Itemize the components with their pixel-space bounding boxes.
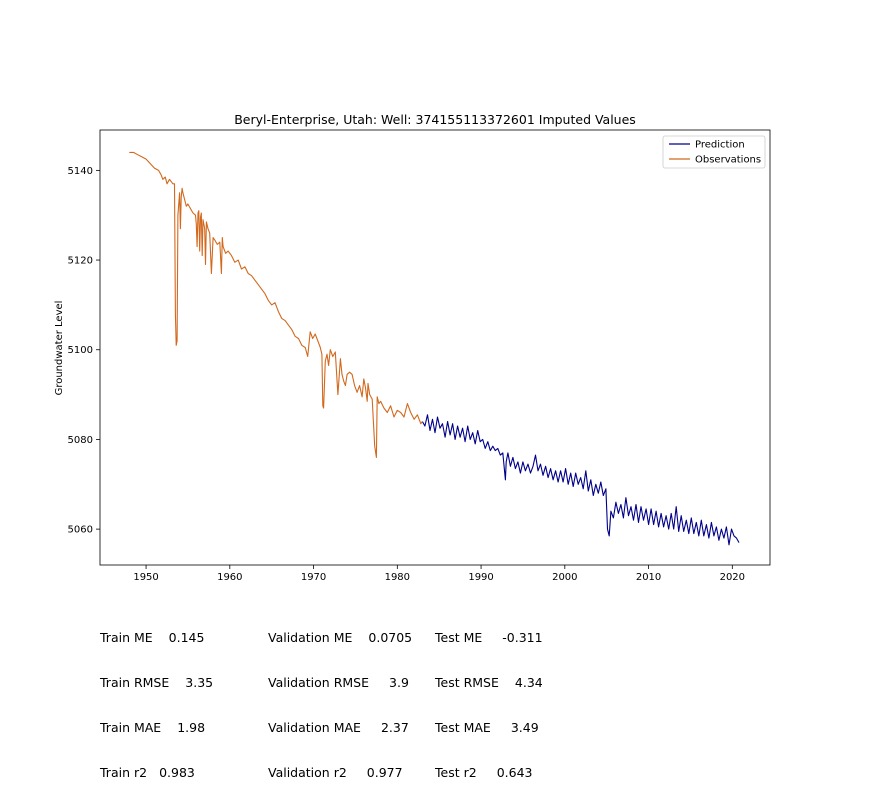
- test-r2-row: Test r2 0.643: [435, 765, 543, 780]
- validation-r2-label: Validation r2: [268, 765, 347, 780]
- validation-me-row: Validation ME 0.0705: [268, 630, 412, 645]
- validation-mae-label: Validation MAE: [268, 720, 361, 735]
- train-me-value: 0.145: [168, 630, 205, 645]
- test-mae-value: 3.49: [510, 720, 539, 735]
- y-tick-label: 5100: [68, 345, 93, 356]
- validation-me-label: Validation ME: [268, 630, 353, 645]
- x-tick-label: 2000: [552, 572, 577, 583]
- x-tick-label: 1980: [385, 572, 410, 583]
- validation-mae-row: Validation MAE 2.37: [268, 720, 412, 735]
- plot-frame: [99, 129, 771, 566]
- test-rmse-value: 4.34: [514, 675, 543, 690]
- validation-rmse-row: Validation RMSE 3.9: [268, 675, 412, 690]
- x-tick-label: 1960: [217, 572, 242, 583]
- x-tick-label: 2020: [720, 572, 745, 583]
- y-tick-label: 5120: [68, 256, 93, 267]
- plot-lines: [129, 151, 740, 546]
- x-tick-label: 1990: [468, 572, 493, 583]
- train-mae-row: Train MAE 1.98: [100, 720, 213, 735]
- train-me-label: Train ME: [100, 630, 153, 645]
- train-mae-value: 1.98: [177, 720, 206, 735]
- y-tick-label: 5140: [68, 166, 93, 177]
- validation-me-value: 0.0705: [368, 630, 413, 645]
- train-metrics: Train ME 0.145 Train RMSE 3.35 Train MAE 1.…: [100, 600, 213, 795]
- train-me-row: Train ME 0.145: [100, 630, 213, 645]
- validation-rmse-value: 3.9: [389, 675, 409, 690]
- chart-title: Beryl-Enterprise, Utah: Well: 3741551133…: [234, 112, 636, 127]
- validation-r2-value: 0.977: [366, 765, 403, 780]
- x-tick-label: 1970: [301, 572, 326, 583]
- y-tick-label: 5060: [68, 525, 93, 536]
- validation-r2-row: Validation r2 0.977: [268, 765, 412, 780]
- axes: 1950 1960 1970 1980 1990 2000 2010 2020 5060 5080…: [68, 166, 745, 583]
- test-r2-label: Test r2: [435, 765, 477, 780]
- validation-metrics: Validation ME 0.0705 Validation RMSE 3.9 V…: [268, 600, 412, 795]
- train-rmse-value: 3.35: [185, 675, 214, 690]
- x-tick-label: 2010: [636, 572, 661, 583]
- test-mae-label: Test MAE: [435, 720, 491, 735]
- train-r2-row: Train r2 0.983: [100, 765, 213, 780]
- legend: Prediction Observations: [662, 135, 766, 169]
- train-r2-label: Train r2: [100, 765, 148, 780]
- test-metrics: Test ME -0.311 Test RMSE 4.34 Test MAE 3.49…: [435, 600, 543, 795]
- test-me-label: Test ME: [435, 630, 483, 645]
- test-rmse-row: Test RMSE 4.34: [435, 675, 543, 690]
- series-line-observations: [129, 151, 423, 458]
- validation-rmse-label: Validation RMSE: [268, 675, 370, 690]
- test-r2-value: 0.643: [496, 765, 533, 780]
- legend-label-observations: Observations: [695, 155, 761, 166]
- line-chart: Beryl-Enterprise, Utah: Well: 3741551133…: [54, 112, 771, 583]
- test-mae-row: Test MAE 3.49: [435, 720, 543, 735]
- x-tick-label: 1950: [133, 572, 158, 583]
- series-line-prediction: [421, 414, 740, 546]
- train-rmse-label: Train RMSE: [100, 675, 170, 690]
- train-rmse-row: Train RMSE 3.35: [100, 675, 213, 690]
- y-tick-label: 5080: [68, 435, 93, 446]
- test-me-value: -0.311: [502, 630, 543, 645]
- validation-mae-value: 2.37: [380, 720, 409, 735]
- test-rmse-label: Test RMSE: [435, 675, 499, 690]
- test-me-row: Test ME -0.311: [435, 630, 543, 645]
- train-mae-label: Train MAE: [100, 720, 162, 735]
- train-r2-value: 0.983: [159, 765, 195, 780]
- y-axis-label: Groundwater Level: [54, 301, 65, 396]
- legend-label-prediction: Prediction: [695, 140, 745, 151]
